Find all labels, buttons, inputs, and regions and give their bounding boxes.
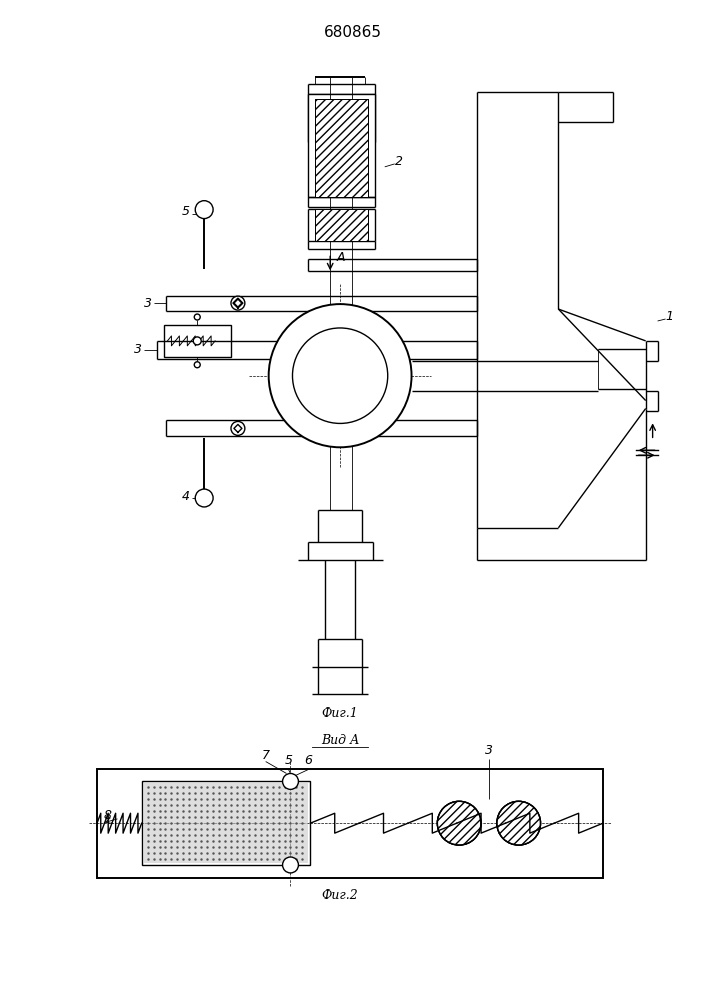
- Bar: [315, 209, 368, 241]
- Text: 3: 3: [144, 297, 151, 310]
- Circle shape: [194, 362, 200, 368]
- Text: Фиг.1: Фиг.1: [322, 707, 358, 720]
- Circle shape: [231, 421, 245, 435]
- Bar: [315, 209, 368, 241]
- Bar: [141, 781, 310, 865]
- Text: 2: 2: [395, 155, 403, 168]
- Circle shape: [438, 801, 481, 845]
- Text: Фиг.2: Фиг.2: [322, 889, 358, 902]
- Text: 1: 1: [665, 310, 674, 323]
- Circle shape: [195, 201, 213, 219]
- Text: Вид А: Вид А: [321, 734, 359, 747]
- Text: А: А: [337, 251, 346, 264]
- Text: 5: 5: [284, 754, 293, 767]
- Bar: [315, 99, 368, 197]
- Circle shape: [438, 801, 481, 845]
- Text: 4: 4: [181, 490, 189, 503]
- Bar: [163, 325, 231, 357]
- Circle shape: [269, 304, 411, 447]
- Circle shape: [497, 801, 541, 845]
- Text: 5: 5: [181, 205, 189, 218]
- Circle shape: [195, 489, 213, 507]
- Bar: [315, 99, 368, 197]
- Bar: [97, 768, 603, 878]
- Text: 680865: 680865: [324, 25, 382, 40]
- Text: 3: 3: [134, 343, 141, 356]
- Text: 6: 6: [304, 754, 312, 767]
- Bar: [144, 783, 308, 863]
- Circle shape: [193, 337, 201, 345]
- Circle shape: [231, 296, 245, 310]
- Bar: [308, 94, 375, 197]
- Circle shape: [497, 801, 541, 845]
- Circle shape: [283, 857, 298, 873]
- Text: 7: 7: [262, 749, 269, 762]
- Circle shape: [194, 314, 200, 320]
- Circle shape: [293, 328, 387, 423]
- Text: 8: 8: [104, 809, 112, 822]
- Circle shape: [283, 773, 298, 789]
- Text: 3: 3: [485, 744, 493, 757]
